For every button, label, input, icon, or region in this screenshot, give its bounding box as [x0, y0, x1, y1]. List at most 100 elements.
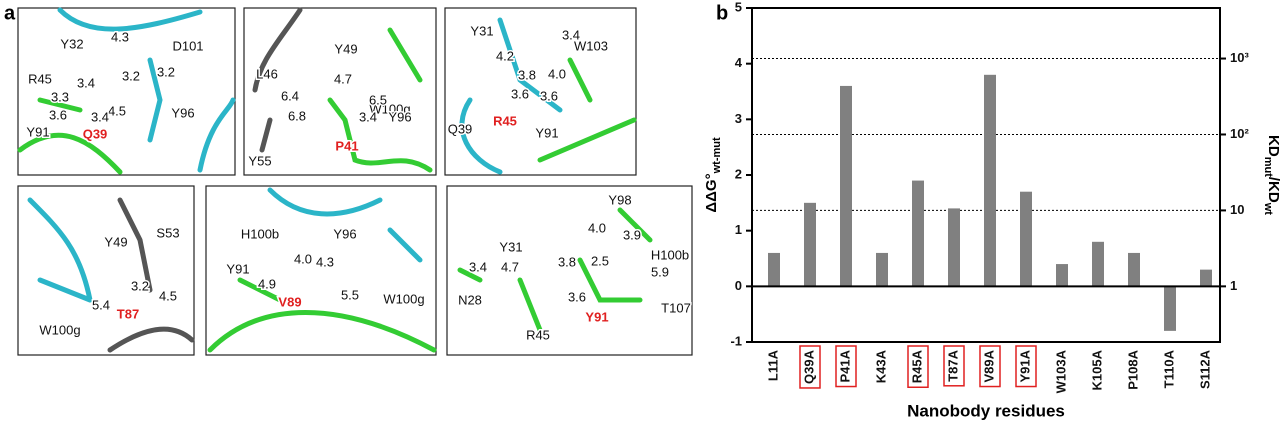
x-tick-label: P41A [837, 349, 852, 382]
panel-letter: b [716, 2, 728, 24]
y2-tick-label: 10³ [1230, 50, 1249, 65]
bar [984, 74, 996, 287]
x-axis-label: Nanobody residues [907, 401, 1065, 420]
residue-label: Y96 [388, 109, 411, 124]
x-tick-label: K43A [873, 349, 888, 383]
residue-label: 3.4 [91, 109, 109, 124]
y-axis-label-main: ΔΔG° [703, 173, 720, 212]
y-tick-label: 0 [735, 278, 742, 293]
structure-art [17, 7, 693, 356]
residue-label: Y49 [334, 41, 357, 56]
y2-axis-label-part: KD [1265, 135, 1280, 157]
y2-axis-label: KDmut/KDwt [1262, 135, 1280, 215]
residue-label: Y98 [608, 192, 631, 207]
residue-label: 5.4 [92, 297, 110, 312]
bar [948, 208, 960, 287]
residue-label: Y96 [171, 105, 194, 120]
residue-label: W100g [39, 322, 80, 337]
panel-letter: a [4, 2, 16, 24]
bar [840, 85, 852, 287]
residue-label: 3.6 [49, 107, 67, 122]
residue-label: 4.9 [258, 276, 276, 291]
y2-axis-label-part: /KD [1265, 177, 1280, 203]
y-axis-label: ΔΔG°wt-mut [703, 137, 723, 213]
residue-label: 3.6 [540, 88, 558, 103]
residue-label: 3.9 [623, 227, 641, 242]
key-residue-label: T87 [117, 306, 139, 321]
bar [912, 180, 924, 287]
residue-label: Y91 [535, 125, 558, 140]
y-tick-label: 4 [735, 55, 743, 70]
residue-label: T107 [661, 300, 691, 315]
residue-label: 3.2 [122, 68, 140, 83]
residue-label: W100g [383, 291, 424, 306]
residue-label: D101 [172, 38, 203, 53]
bar [768, 252, 780, 287]
y2-axis-label-part: mut [1262, 157, 1274, 178]
residue-label: Y31 [499, 239, 522, 254]
residue-label: 5.9 [651, 264, 669, 279]
residue-label: 4.0 [548, 66, 566, 81]
highlight-box [799, 345, 821, 389]
residue-label: 3.8 [558, 254, 576, 269]
x-tick-label: P108A [1125, 349, 1140, 389]
key-residue-label: Y91 [585, 309, 608, 324]
bar [1164, 286, 1176, 331]
x-tick-label: R45A [909, 349, 924, 383]
residue-label: 3.3 [51, 89, 69, 104]
key-residue-label: Q39 [83, 126, 108, 141]
residue-label: 3.2 [157, 64, 175, 79]
residue-label: H100b [651, 247, 689, 262]
highlight-box [1015, 345, 1037, 388]
x-tick-label: S112A [1197, 349, 1212, 389]
bar [1056, 264, 1068, 287]
residue-label: 3.4 [359, 109, 377, 124]
y-tick-label: -1 [730, 333, 742, 348]
bar [1200, 269, 1212, 287]
residue-label: 3.4 [562, 27, 580, 42]
residue-label: Q39 [448, 121, 473, 136]
plot-frame [751, 7, 1221, 343]
key-residue-label: R45 [493, 113, 517, 128]
residue-label: Y31 [470, 23, 493, 38]
residue-label: 6.5 [369, 92, 387, 107]
y2-tick-label: 1 [1230, 278, 1237, 293]
x-tick-label: T87A [945, 349, 960, 381]
residue-label: 3.4 [77, 75, 95, 90]
y2-tick-label: 10² [1230, 126, 1249, 141]
residue-label: 3.6 [511, 86, 529, 101]
bar [1128, 252, 1140, 287]
residue-label: Y55 [248, 153, 271, 168]
highlight-box [979, 345, 1001, 388]
residue-label: 3.8 [518, 67, 536, 82]
residue-label: 4.2 [496, 48, 514, 63]
key-residue-label: V89 [278, 294, 301, 309]
residue-label: 2.5 [591, 253, 609, 268]
y-tick-label: 1 [735, 222, 742, 237]
residue-label: 4.3 [111, 29, 129, 44]
y-tick-label: 3 [735, 111, 742, 126]
residue-label: 4.5 [108, 103, 126, 118]
bar [1092, 241, 1104, 287]
residue-label: H100b [241, 226, 279, 241]
residue-label: 5.5 [341, 287, 359, 302]
y-tick-label: 2 [735, 166, 742, 181]
key-residue-label: P41 [335, 138, 358, 153]
residue-label: Y91 [26, 124, 49, 139]
bar [876, 252, 888, 287]
highlight-box [943, 345, 965, 387]
bar [804, 202, 816, 287]
x-tick-label: W103A [1053, 349, 1068, 393]
residue-label: 4.0 [294, 251, 312, 266]
x-tick-label: V89A [981, 349, 996, 382]
x-tick-label: K105A [1089, 349, 1104, 390]
highlight-box [907, 345, 929, 388]
y-axis-label-sub: wt-mut [711, 137, 723, 174]
x-tick-label: T110A [1161, 349, 1176, 388]
residue-label: 6.4 [281, 88, 299, 103]
residue-label: Y32 [60, 36, 83, 51]
y2-axis-label-part: wt [1262, 202, 1274, 216]
residue-label: 4.3 [316, 254, 334, 269]
residue-label: 3.6 [568, 289, 586, 304]
